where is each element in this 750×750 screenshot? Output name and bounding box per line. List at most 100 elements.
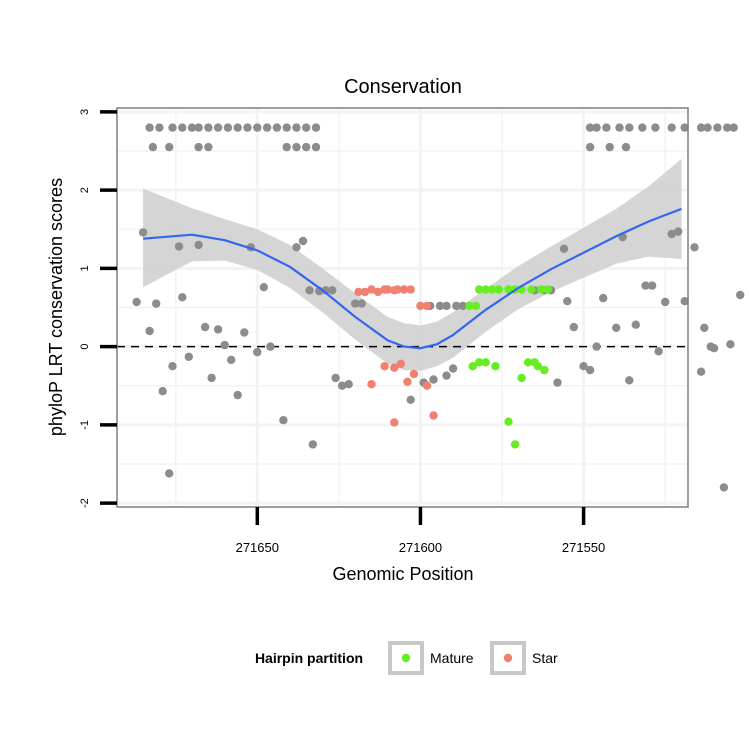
point-mature — [475, 358, 484, 367]
point-other — [709, 344, 719, 353]
point-mature — [475, 285, 484, 294]
point-other — [145, 123, 154, 132]
point-mature — [465, 301, 474, 311]
point-other — [262, 123, 272, 132]
point-star — [393, 285, 402, 294]
point-mature — [517, 373, 526, 383]
point-other — [282, 123, 291, 132]
point-other — [213, 325, 223, 334]
y-tick-label: -2 — [79, 498, 91, 508]
point-star — [390, 418, 399, 427]
point-mature — [491, 362, 500, 371]
point-other — [253, 123, 262, 132]
point-other — [187, 123, 197, 132]
point-other — [680, 297, 689, 306]
point-other — [213, 123, 223, 132]
point-other — [220, 340, 229, 350]
point-star — [422, 301, 432, 311]
point-other — [625, 376, 634, 385]
point-other — [563, 297, 572, 306]
point-other — [331, 373, 340, 383]
legend-label-mature: Mature — [430, 650, 474, 666]
point-other — [155, 123, 164, 132]
point-star — [409, 369, 419, 379]
point-other — [292, 123, 301, 132]
x-tick-label: 271600 — [399, 540, 442, 555]
point-other — [696, 123, 706, 132]
legend-label-star: Star — [532, 650, 558, 666]
point-other — [298, 236, 308, 246]
point-other — [165, 469, 174, 478]
point-other — [138, 228, 148, 237]
point-mature — [481, 285, 490, 294]
y-axis-label: phyloP LRT conservation scores — [46, 178, 66, 436]
point-other — [569, 322, 578, 332]
smooth-trend-line — [143, 207, 682, 350]
point-star — [373, 287, 383, 297]
point-other — [337, 381, 347, 390]
point-other — [344, 380, 353, 389]
point-other — [178, 123, 187, 132]
point-other — [690, 243, 699, 252]
point-mature — [504, 417, 513, 426]
point-other — [132, 297, 141, 307]
point-other — [308, 440, 317, 449]
point-other — [145, 326, 154, 336]
point-other — [207, 373, 216, 383]
point-other — [674, 227, 683, 236]
point-other — [703, 123, 712, 132]
panel-border — [116, 107, 689, 508]
x-tick-label: 271650 — [236, 540, 279, 555]
point-mature — [540, 365, 549, 375]
point-other — [654, 347, 663, 356]
point-other — [429, 375, 438, 384]
point-star — [429, 411, 438, 420]
point-mature — [468, 362, 477, 371]
point-other — [729, 123, 738, 132]
x-axis-label: Genomic Position — [332, 564, 473, 584]
point-other — [592, 123, 601, 132]
point-other — [700, 323, 709, 332]
legend-item-mature: Mature — [388, 641, 474, 675]
point-other — [612, 323, 621, 332]
point-other — [282, 142, 291, 152]
y-tick-label: 2 — [79, 187, 91, 193]
point-star — [354, 287, 363, 297]
point-other — [194, 142, 203, 152]
point-other — [204, 142, 213, 152]
point-star — [406, 285, 415, 294]
point-other — [184, 352, 193, 361]
point-other — [302, 142, 311, 152]
point-other — [667, 123, 676, 132]
legend: Hairpin partition Mature Star — [255, 641, 558, 675]
point-other — [279, 416, 288, 425]
point-other — [602, 123, 611, 132]
data-points — [132, 123, 745, 492]
point-other — [723, 123, 732, 132]
point-other — [259, 283, 268, 292]
legend-dot-star — [503, 653, 513, 663]
point-other — [452, 301, 461, 311]
point-other — [605, 142, 614, 152]
x-axis: 271650 271600 271550 — [236, 507, 605, 555]
point-star — [396, 359, 406, 368]
point-other — [585, 142, 595, 152]
point-other — [458, 301, 468, 311]
point-other — [227, 355, 236, 365]
point-other — [152, 299, 161, 308]
legend-dot-mature — [401, 653, 411, 663]
point-other — [158, 387, 167, 396]
point-other — [726, 340, 735, 349]
point-other — [311, 123, 321, 132]
point-other — [302, 123, 311, 132]
point-other — [553, 378, 562, 387]
point-other — [168, 362, 177, 371]
point-other — [272, 123, 282, 132]
point-mature — [537, 285, 546, 294]
y-tick-label: 0 — [79, 344, 91, 350]
legend-key-mature — [388, 641, 424, 675]
point-other — [233, 390, 242, 400]
point-other — [292, 142, 301, 152]
point-star — [360, 287, 370, 297]
point-other — [406, 395, 415, 404]
